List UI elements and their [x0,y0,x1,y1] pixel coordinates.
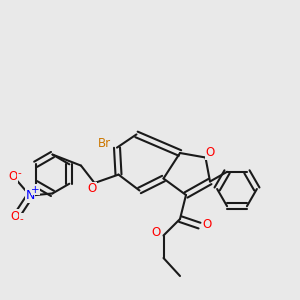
Text: O: O [206,146,214,160]
Text: O: O [202,218,211,231]
Text: O: O [11,209,20,223]
Text: N: N [25,189,35,202]
Text: -: - [18,168,21,178]
Text: Br: Br [98,136,111,150]
Text: O: O [87,182,96,196]
Text: O: O [8,170,17,183]
Text: +: + [31,184,40,195]
Text: O: O [152,226,160,239]
Text: -: - [20,214,23,224]
